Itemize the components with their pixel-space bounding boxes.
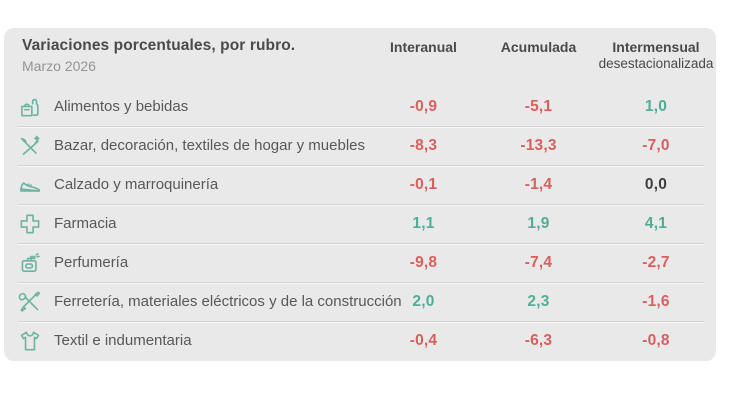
table-row: Bazar, decoración, textiles de hogar y m… — [4, 126, 716, 165]
row-label: Bazar, decoración, textiles de hogar y m… — [54, 137, 366, 154]
table-row: Textil e indumentaria -0,4 -6,3 -0,8 — [4, 321, 716, 360]
column-header-label: Interanual — [390, 39, 457, 55]
value-acumulada: -13,3 — [520, 136, 557, 154]
value-acumulada: -6,3 — [524, 331, 553, 349]
value-interanual: 1,1 — [412, 214, 435, 232]
value-interanual: -0,4 — [409, 331, 438, 349]
value-intermensual: -2,7 — [642, 253, 670, 271]
value-acumulada: -7,4 — [524, 253, 553, 271]
perfume-bottle-icon — [16, 249, 44, 277]
column-header-label: Acumulada — [500, 39, 577, 55]
row-label-cell: Ferretería, materiales eléctricos y de l… — [4, 288, 402, 316]
row-label-cell: Alimentos y bebidas — [4, 93, 366, 121]
header-title-block: Variaciones porcentuales, por rubro. Mar… — [4, 37, 366, 74]
groceries-icon — [16, 93, 44, 121]
value-intermensual: 4,1 — [644, 214, 668, 232]
row-label: Perfumería — [54, 254, 129, 271]
value-interanual: -8,3 — [409, 136, 438, 154]
panel-title: Variaciones porcentuales, por rubro. — [22, 37, 296, 54]
row-label-cell: Calzado y marroquinería — [4, 171, 366, 199]
row-label: Ferretería, materiales eléctricos y de l… — [54, 293, 402, 310]
home-textiles-icon — [16, 132, 44, 160]
row-label: Alimentos y bebidas — [54, 98, 189, 115]
value-intermensual: -7,0 — [642, 136, 670, 154]
row-label-cell: Bazar, decoración, textiles de hogar y m… — [4, 132, 366, 160]
value-intermensual: 1,0 — [644, 97, 668, 115]
table-header: Variaciones porcentuales, por rubro. Mar… — [4, 28, 716, 87]
column-header-acumulada: Acumulada — [481, 37, 596, 56]
panel-subtitle: Marzo 2026 — [22, 58, 96, 74]
column-header-intermensual: Intermensual desestacionalizada — [596, 37, 716, 72]
tools-icon — [16, 288, 44, 316]
table-row: Alimentos y bebidas -0,9 -5,1 1,0 — [4, 87, 716, 126]
table-row: Calzado y marroquinería -0,1 -1,4 0,0 — [4, 165, 716, 204]
row-label-cell: Perfumería — [4, 249, 366, 277]
value-interanual: -9,8 — [409, 253, 438, 271]
variations-table-panel: Variaciones porcentuales, por rubro. Mar… — [4, 28, 716, 361]
row-label: Textil e indumentaria — [54, 332, 192, 349]
row-label: Calzado y marroquinería — [54, 176, 219, 193]
column-header-interanual: Interanual — [366, 37, 481, 56]
value-intermensual: -0,8 — [642, 331, 670, 349]
row-label: Farmacia — [54, 215, 117, 232]
value-interanual: -0,9 — [409, 97, 438, 115]
tshirt-icon — [16, 327, 44, 355]
table-row: Perfumería -9,8 -7,4 -2,7 — [4, 243, 716, 282]
value-acumulada: 1,9 — [527, 214, 550, 232]
value-acumulada: 2,3 — [527, 292, 550, 310]
shoe-icon — [16, 171, 44, 199]
table-row: Ferretería, materiales eléctricos y de l… — [4, 282, 716, 321]
value-interanual: 2,0 — [412, 292, 435, 310]
column-header-label: Intermensual — [612, 39, 700, 55]
value-acumulada: -1,4 — [524, 175, 553, 193]
column-header-sublabel: desestacionalizada — [598, 55, 714, 71]
row-label-cell: Farmacia — [4, 210, 366, 238]
value-intermensual: 0,0 — [644, 175, 668, 193]
row-label-cell: Textil e indumentaria — [4, 327, 366, 355]
value-acumulada: -5,1 — [524, 97, 553, 115]
table-body: Alimentos y bebidas -0,9 -5,1 1,0 Bazar,… — [4, 87, 716, 360]
value-intermensual: -1,6 — [642, 292, 670, 310]
pharmacy-cross-icon — [16, 210, 44, 238]
table-row: Farmacia 1,1 1,9 4,1 — [4, 204, 716, 243]
value-interanual: -0,1 — [409, 175, 438, 193]
